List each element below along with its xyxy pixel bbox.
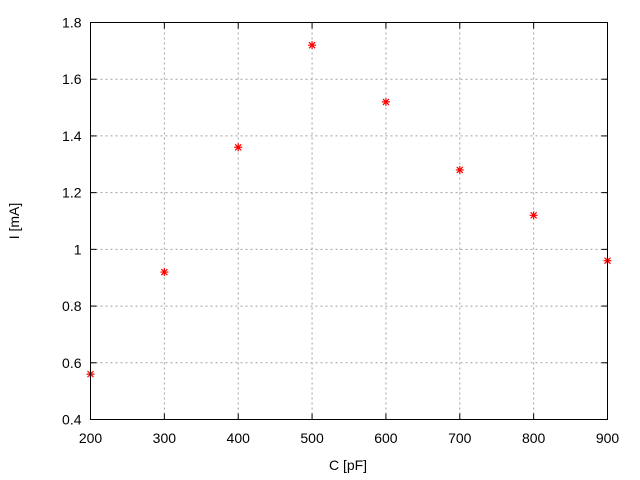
grid — [90, 22, 608, 420]
y-axis-label: I [mA] — [6, 203, 22, 240]
data-point — [455, 165, 464, 174]
y-tick-label: 0.8 — [62, 298, 82, 314]
x-tick-label: 200 — [79, 430, 103, 446]
plot-frame — [90, 22, 608, 420]
x-tick-label: 800 — [522, 430, 546, 446]
x-tick-label: 400 — [227, 430, 251, 446]
x-axis-label: C [pF] — [329, 457, 367, 473]
x-tick-label: 600 — [374, 430, 398, 446]
y-tick-label: 1 — [74, 241, 82, 257]
data-point — [529, 211, 538, 220]
ticks: 200 300 400 500 600 700 800 900 0.4 0.6 0.8 1 1.2 1.4… — [62, 15, 619, 447]
x-tick-label: 900 — [596, 430, 620, 446]
y-tick-label: 0.4 — [62, 412, 82, 428]
y-tick-label: 1.2 — [62, 185, 82, 201]
data-point — [381, 97, 390, 106]
y-tick-label: 1.6 — [62, 71, 82, 87]
data-point — [234, 143, 243, 152]
y-tick-label: 1.4 — [62, 128, 82, 144]
data-point — [308, 41, 317, 50]
y-tick-label: 1.8 — [62, 15, 82, 31]
data-point — [160, 268, 169, 277]
x-tick-label: 500 — [300, 430, 324, 446]
data-points — [86, 41, 612, 379]
x-tick-label: 700 — [448, 430, 472, 446]
x-tick-label: 300 — [153, 430, 177, 446]
y-tick-label: 0.6 — [62, 355, 82, 371]
